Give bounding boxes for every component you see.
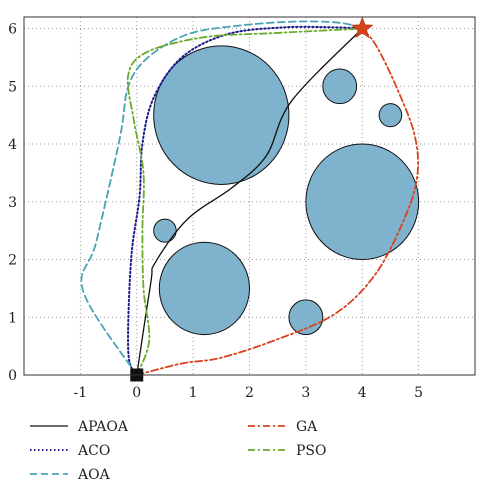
obstacle-circle bbox=[153, 45, 290, 185]
obstacle-circle bbox=[158, 241, 250, 336]
y-tick-label: 4 bbox=[8, 137, 17, 153]
x-tick-label: -1 bbox=[74, 385, 88, 401]
legend-item-pso: PSO bbox=[248, 443, 327, 459]
y-tick-label: 3 bbox=[8, 195, 17, 211]
plot-frame bbox=[23, 16, 476, 376]
path-ga bbox=[135, 27, 419, 376]
legend-label: ACO bbox=[77, 443, 110, 459]
legend-label: PSO bbox=[296, 443, 327, 459]
y-tick-label: 5 bbox=[8, 79, 17, 95]
obstacle-circle bbox=[153, 218, 177, 243]
path-series bbox=[80, 20, 419, 376]
obstacle-circle bbox=[305, 143, 420, 261]
obstacle-circle bbox=[378, 103, 403, 128]
path-pso bbox=[126, 27, 364, 376]
obstacle-circle bbox=[322, 68, 358, 105]
legend-item-aoa: AOA bbox=[30, 467, 111, 483]
x-tick-label: 0 bbox=[132, 385, 141, 401]
y-tick-label: 1 bbox=[8, 310, 17, 326]
x-tick-label: 5 bbox=[414, 385, 423, 401]
obstacles bbox=[153, 45, 420, 336]
x-tick-label: 3 bbox=[301, 385, 310, 401]
legend-label: APAOA bbox=[77, 419, 129, 435]
legend: APAOA ACO AOA GA PSO bbox=[30, 419, 327, 483]
tick-labels: -1 0 1 2 3 4 5 0 1 2 3 4 5 6 bbox=[8, 22, 423, 401]
path-aoa bbox=[80, 20, 364, 376]
obstacle-circle bbox=[288, 299, 324, 336]
x-tick-label: 2 bbox=[245, 385, 254, 401]
path-aco bbox=[127, 25, 364, 376]
x-tick-label: 1 bbox=[189, 385, 198, 401]
y-tick-label: 2 bbox=[8, 253, 17, 269]
y-tick-label: 0 bbox=[8, 368, 17, 384]
legend-item-ga: GA bbox=[248, 419, 318, 435]
legend-item-aco: ACO bbox=[30, 443, 110, 459]
y-tick-label: 6 bbox=[8, 22, 17, 38]
legend-label: AOA bbox=[77, 467, 111, 483]
legend-item-apaoa: APAOA bbox=[30, 419, 129, 435]
goal-marker bbox=[350, 16, 374, 39]
path-apaoa bbox=[136, 27, 363, 376]
x-tick-label: 4 bbox=[358, 385, 367, 401]
legend-label: GA bbox=[296, 419, 318, 435]
